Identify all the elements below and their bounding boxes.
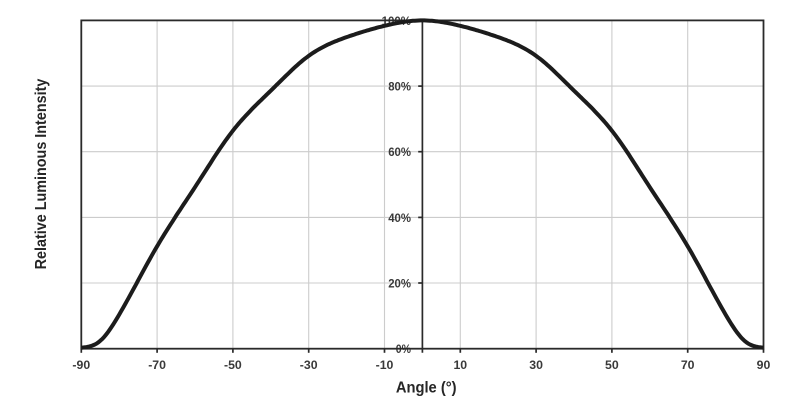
svg-text:Relative Luminous Intensity: Relative Luminous Intensity [33, 78, 50, 269]
svg-text:70: 70 [681, 358, 695, 372]
svg-text:60%: 60% [388, 145, 411, 159]
svg-text:-90: -90 [72, 358, 90, 372]
svg-text:30: 30 [529, 358, 543, 372]
svg-text:40%: 40% [388, 211, 411, 225]
svg-text:10: 10 [453, 358, 467, 372]
svg-text:90: 90 [757, 358, 771, 372]
svg-text:-50: -50 [224, 358, 242, 372]
svg-text:20%: 20% [388, 276, 411, 290]
svg-text:-10: -10 [376, 358, 394, 372]
svg-text:-70: -70 [148, 358, 166, 372]
svg-text:80%: 80% [388, 80, 411, 94]
svg-text:Angle (°): Angle (°) [396, 380, 457, 397]
svg-text:50: 50 [605, 358, 619, 372]
svg-text:-30: -30 [300, 358, 318, 372]
